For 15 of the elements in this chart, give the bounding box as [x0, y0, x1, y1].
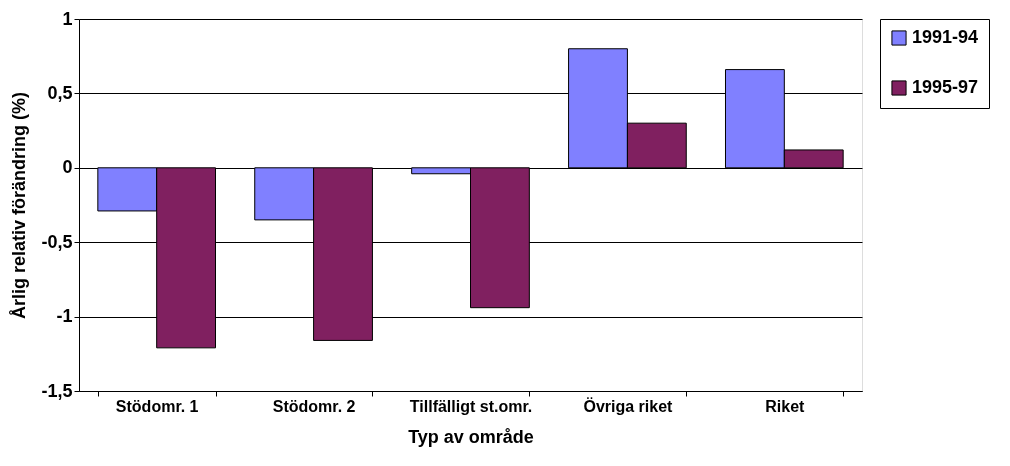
legend-label: 1991-94: [912, 27, 979, 47]
y-tick-label: -1: [56, 306, 73, 327]
x-tick-label: Stödomr. 1: [115, 397, 199, 415]
y-tick-label: 0,5: [47, 82, 73, 103]
y-tick-label: 1: [62, 8, 73, 29]
y-tick-label: -0,5: [41, 231, 73, 252]
x-tick-label: Tillfälligt st.omr.: [409, 397, 533, 415]
y-tick-label: -1,5: [41, 380, 73, 401]
x-tick-label: Övriga riket: [583, 396, 674, 415]
x-axis-title: Typ av område: [408, 426, 534, 447]
y-tick-label: 0: [62, 157, 73, 178]
y-axis-title: Årlig relativ förändring (%): [9, 91, 30, 320]
legend-label: 1995-97: [912, 77, 979, 97]
x-tick-label: Stödomr. 2: [272, 397, 356, 415]
x-tick-label: Riket: [765, 397, 806, 415]
